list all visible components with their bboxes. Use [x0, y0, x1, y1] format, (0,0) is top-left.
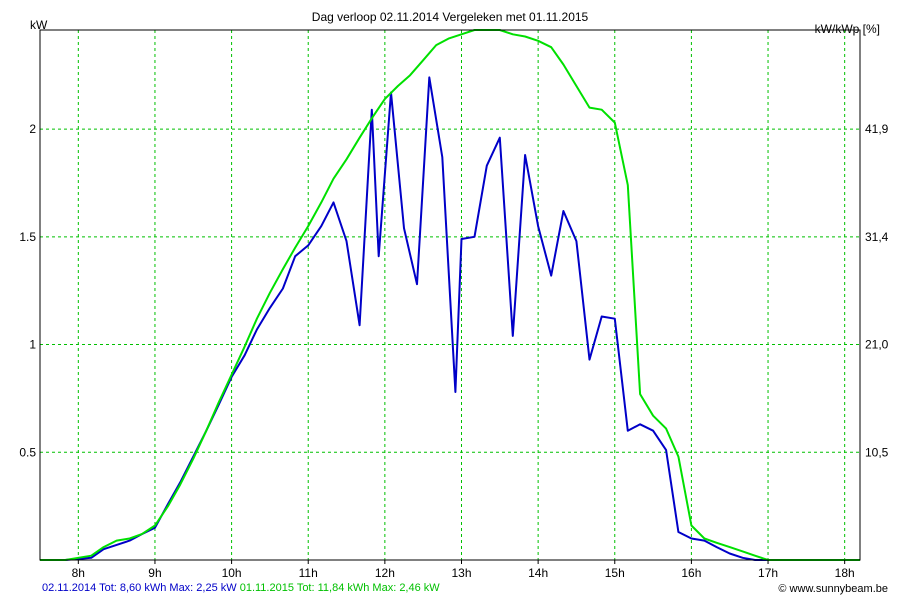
legend-footer: 02.11.2014 Tot: 8,60 kWh Max: 2,25 kW 01…	[42, 582, 440, 594]
plot-frame	[39, 29, 861, 561]
x-tick-label: 11h	[299, 566, 318, 580]
y-tick-label-left: 1.5	[19, 230, 36, 244]
legend-series-2015: 01.11.2015 Tot: 11,84 kWh Max: 2,46 kW	[239, 582, 440, 594]
series-line-02.11.2014	[40, 76, 860, 561]
right-axis-unit: kW/kWp [%]	[814, 22, 880, 36]
x-tick-label: 12h	[375, 566, 395, 580]
chart-title: Dag verloop 02.11.2014 Vergeleken met 01…	[311, 10, 589, 24]
x-tick-label: 18h	[835, 566, 855, 580]
y-tick-label-right: 21,0	[865, 338, 889, 352]
x-tick-label: 17h	[758, 566, 778, 580]
y-tick-label-left: 0.5	[19, 445, 36, 459]
left-axis-unit: kW	[30, 18, 48, 32]
y-tick-label-right: 41,9	[865, 122, 889, 136]
x-tick-label: 8h	[72, 566, 85, 580]
legend-series-2014: 02.11.2014 Tot: 8,60 kWh Max: 2,25 kW	[42, 582, 237, 594]
x-tick-label: 14h	[528, 566, 548, 580]
axis-ticks: 8h 9h 10h 11h 12h 13h 14h 15h 16h 17h 18h 0.5 10,5 1 2…	[19, 122, 888, 580]
grid-lines	[40, 30, 860, 560]
y-tick-label-right: 31,4	[865, 230, 889, 244]
x-tick-label: 10h	[222, 566, 242, 580]
y-tick-label-right: 10,5	[865, 445, 889, 459]
y-tick-label-left: 2	[29, 122, 36, 136]
y-tick-label-left: 1	[29, 338, 36, 352]
series-lines	[40, 29, 860, 561]
series-line-01.11.2015	[40, 29, 860, 561]
x-tick-label: 16h	[681, 566, 701, 580]
x-tick-label: 15h	[605, 566, 625, 580]
x-tick-label: 9h	[148, 566, 161, 580]
credit-text: © www.sunnybeam.be	[778, 583, 888, 595]
x-tick-label: 13h	[451, 566, 471, 580]
